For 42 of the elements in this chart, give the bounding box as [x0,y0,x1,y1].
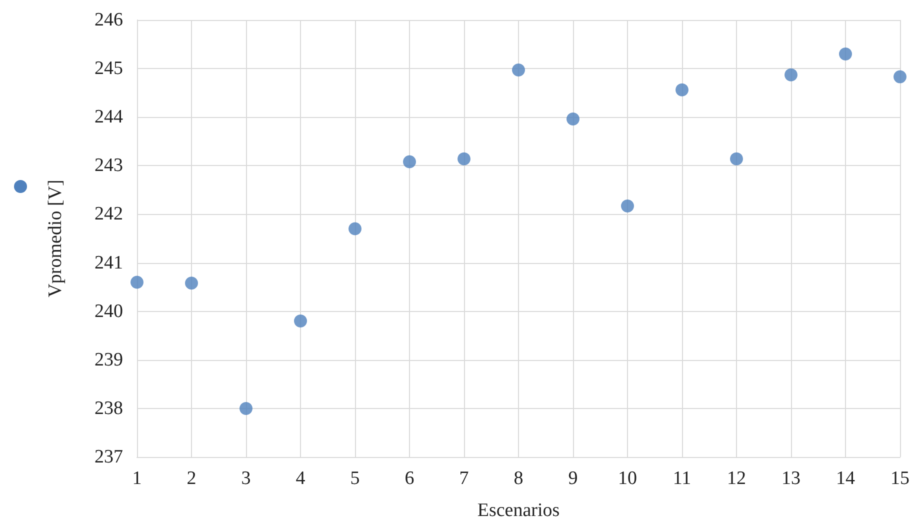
y-tick-label: 238 [94,398,123,419]
point [130,276,144,289]
x-tick-label: 4 [296,468,306,489]
x-tick-label: 13 [782,468,800,489]
x-tick-label: 10 [618,468,637,489]
point [621,199,634,212]
point [185,276,198,290]
y-tick-label: 239 [94,349,123,370]
point [512,64,525,77]
x-tick-label: 6 [404,468,414,489]
x-tick-label: 3 [241,468,251,489]
y-tick-label: 241 [94,252,123,274]
x-tick-label: 8 [514,468,524,489]
x-tick-label: 9 [568,468,578,489]
y-tick-label: 244 [94,106,124,128]
y-tick-label: 243 [94,155,123,176]
point [894,70,906,84]
point [566,112,580,126]
x-axis-title: Escenarios [477,500,560,521]
point [784,68,798,82]
x-tick-label: 14 [836,468,856,489]
y-tick-label: 240 [94,300,123,322]
point [348,222,362,236]
x-tick-label: 2 [186,468,196,489]
y-tick-label: 245 [94,58,123,80]
point [294,314,307,328]
x-tick-label: 15 [890,468,910,489]
x-tick-label: 11 [672,468,692,489]
x-tick-label: 7 [459,468,469,489]
x-tick-label: 1 [132,468,142,489]
y-axis-title: Vpromedio [V] [45,180,66,298]
y-tick-label: 237 [94,446,123,468]
point [730,152,743,166]
point [240,402,252,415]
y-tick-label: 246 [94,10,123,30]
point [458,152,470,166]
point [403,155,416,168]
point [839,47,852,60]
x-tick-label: 5 [350,468,360,489]
x-tick-label: 12 [727,468,746,489]
point [676,83,688,96]
y-tick-label: 242 [94,204,123,225]
